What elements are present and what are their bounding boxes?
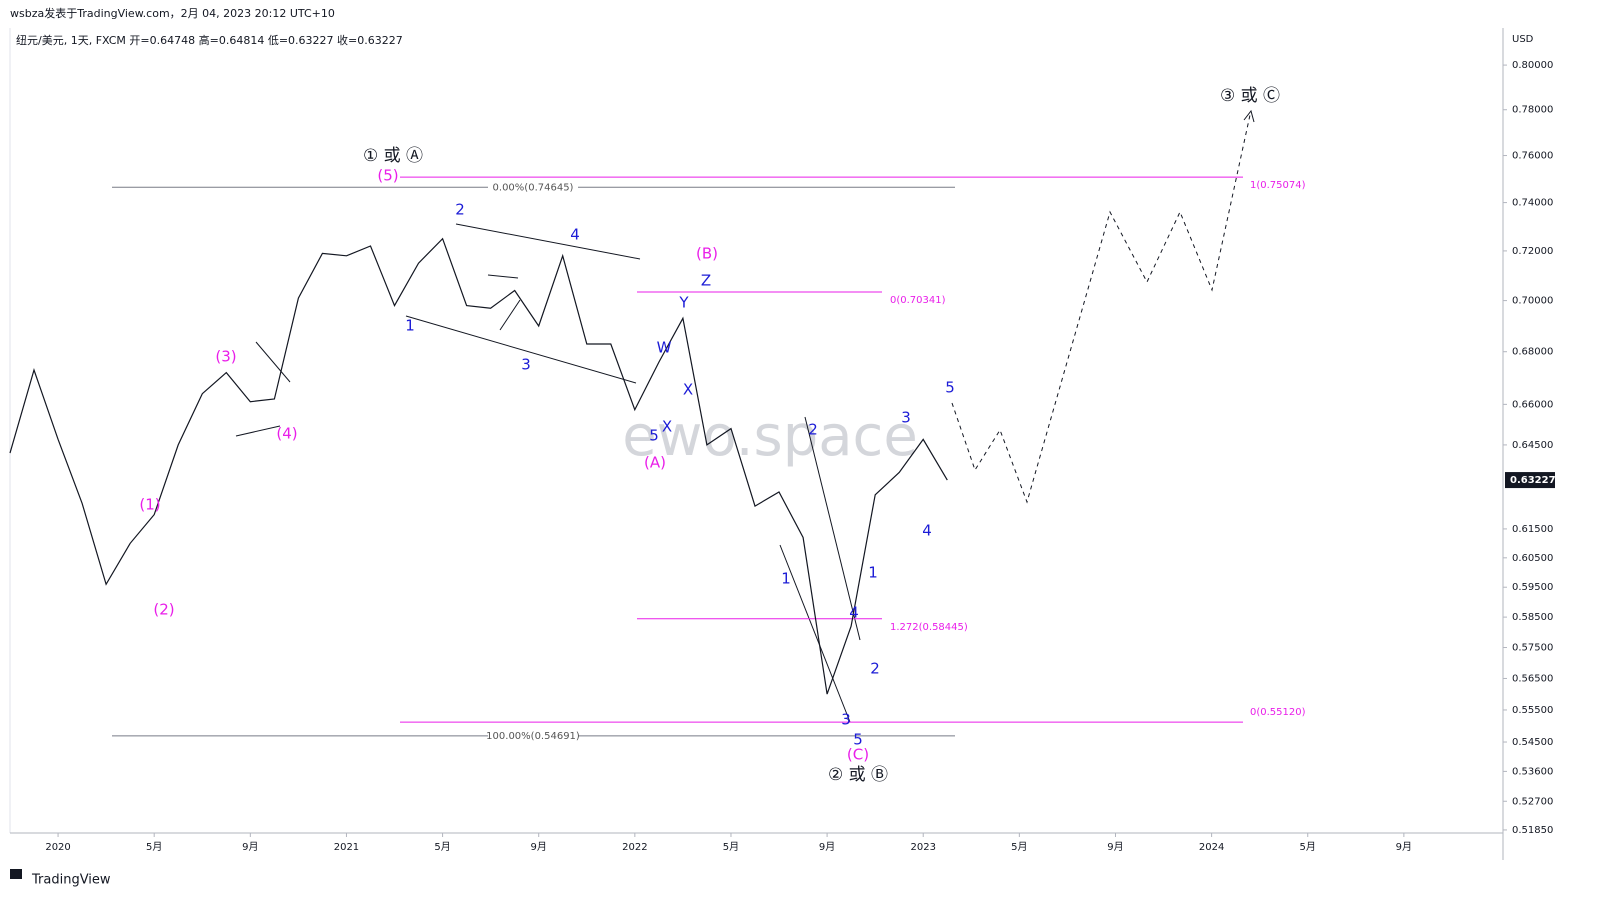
wave-label: W	[657, 339, 672, 357]
x-tick-label: 9月	[1107, 841, 1123, 853]
x-tick-label: 5月	[1011, 841, 1027, 853]
y-tick-label: 0.51850	[1512, 825, 1553, 836]
wave-label: 4	[849, 604, 859, 622]
wave-label: (3)	[215, 348, 236, 366]
x-tick-label: 2023	[910, 842, 935, 853]
level-label: 0.00%(0.74645)	[493, 182, 574, 193]
y-tick-label: 0.53600	[1512, 766, 1553, 777]
wave-label: 3	[901, 409, 911, 427]
y-tick-label: 0.76000	[1512, 151, 1553, 162]
y-tick-label: 0.58500	[1512, 612, 1553, 623]
wave-label: 4	[570, 226, 580, 244]
wave-label: ① 或 Ⓐ	[363, 146, 423, 166]
level-label: 1(0.75074)	[1250, 180, 1306, 191]
wave-label: ② 或 Ⓑ	[828, 765, 888, 785]
y-tick-label: 0.74000	[1512, 198, 1553, 209]
wave-label: 5	[649, 427, 659, 445]
wave-label: 5	[945, 379, 955, 397]
wave-label: (C)	[847, 746, 869, 764]
x-tick-label: 2021	[334, 842, 359, 853]
wave-label: (4)	[276, 425, 297, 443]
wave-label: X	[662, 418, 672, 436]
y-tick-label: 0.57500	[1512, 643, 1553, 654]
symbol-line: 纽元/美元, 1天, FXCM 开=0.64748 高=0.64814 低=0.…	[16, 33, 403, 47]
projection-arrow	[1243, 109, 1255, 123]
x-tick-label: 5月	[723, 841, 739, 853]
x-tick-label: 9月	[1396, 841, 1412, 853]
watermark: ewo.space	[622, 404, 918, 469]
wave-label: ③ 或 Ⓒ	[1220, 86, 1280, 106]
x-tick-label: 9月	[819, 841, 835, 853]
wave-label: 2	[870, 660, 880, 678]
trend-lines	[235, 223, 861, 723]
y-tick-label: 0.78000	[1512, 105, 1553, 116]
wave-label: (1)	[139, 496, 160, 514]
wave-label: 3	[521, 356, 531, 374]
x-tick-label: 2020	[45, 842, 70, 853]
y-tick-label: 0.52700	[1512, 796, 1553, 807]
level-label: 0(0.70341)	[890, 295, 946, 306]
wave-label: (A)	[644, 454, 666, 472]
x-tick-label: 9月	[242, 841, 258, 853]
wave-label: 1	[781, 570, 791, 588]
wave-label: 1	[868, 564, 878, 582]
wave-label: Z	[701, 272, 711, 290]
last-price-box	[1505, 472, 1555, 489]
y-tick-label: 0.68000	[1512, 347, 1553, 358]
y-tick-label: 0.64500	[1512, 440, 1553, 451]
tv-logo	[10, 869, 22, 879]
wave-label: 1	[405, 317, 415, 335]
x-tick-label: 5月	[434, 841, 450, 853]
level-label: 0(0.55120)	[1250, 707, 1306, 718]
x-tick-label: 2024	[1199, 842, 1224, 853]
x-tick-label: 5月	[146, 841, 162, 853]
wave-label: (2)	[153, 601, 174, 619]
y-tick-label: 0.72000	[1512, 246, 1553, 257]
wave-label: (5)	[377, 167, 398, 185]
wave-label: 4	[922, 522, 932, 540]
y-tick-label: 0.80000	[1512, 60, 1553, 71]
projection-path	[951, 114, 1251, 504]
y-tick-label: 0.70000	[1512, 296, 1553, 307]
level-label-bg	[488, 729, 578, 742]
wave-label: X	[683, 381, 693, 399]
x-tick-label: 2022	[622, 842, 647, 853]
author-line: wsbza发表于TradingView.com，2月 04, 2023 20:1…	[10, 6, 335, 20]
wave-label: (B)	[696, 245, 718, 263]
level-label-bg	[488, 181, 578, 194]
x-tick-label: 9月	[531, 841, 547, 853]
level-label: 1.272(0.58445)	[890, 622, 968, 633]
wave-label: 2	[808, 421, 818, 439]
y-tick-label: 0.60500	[1512, 553, 1553, 564]
x-tick-label: 5月	[1300, 841, 1316, 853]
y-tick-label: 0.55500	[1512, 705, 1553, 716]
y-tick-label: 0.59500	[1512, 582, 1553, 593]
wave-label: 2	[455, 201, 465, 219]
level-label: 100.00%(0.54691)	[486, 731, 580, 742]
footer: TradingView	[31, 873, 111, 888]
last-price-label: 0.63227	[1510, 475, 1556, 486]
wave-label: 3	[841, 711, 851, 729]
wave-label: Y	[678, 294, 689, 312]
y-tick-label: 0.56500	[1512, 673, 1553, 684]
y-tick-label: 0.66000	[1512, 399, 1553, 410]
y-tick-label: 0.54500	[1512, 737, 1553, 748]
currency: USD	[1512, 34, 1534, 45]
price-line	[9, 237, 948, 695]
wave-label: 5	[853, 731, 863, 749]
y-tick-label: 0.61500	[1512, 524, 1553, 535]
